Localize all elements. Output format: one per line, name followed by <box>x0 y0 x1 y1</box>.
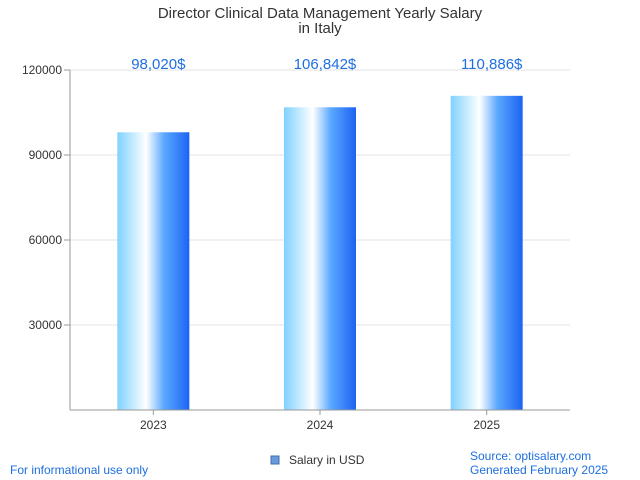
y-tick-label: 60000 <box>29 233 63 247</box>
value-label-2024: 106,842$ <box>294 56 357 73</box>
value-label-2023: 98,020$ <box>131 56 186 73</box>
labels: 30000 60000 90000 120000 2023 98,020$ 2024 106,… <box>22 56 523 432</box>
chart-title-line-2: in Italy <box>298 20 342 37</box>
x-tick-label-2024: 2024 <box>307 418 334 432</box>
value-label-2025: 110,886$ <box>461 56 523 73</box>
bars <box>117 95 523 410</box>
bar-2024 <box>284 107 356 410</box>
chart-title-line-1: Director Clinical Data Management Yearly… <box>158 5 483 22</box>
bar-2025 <box>450 95 523 410</box>
y-tick-label: 120000 <box>22 63 62 77</box>
x-tick-label-2025: 2025 <box>473 418 500 432</box>
y-tick-label: 30000 <box>29 318 63 332</box>
legend: Salary in USD <box>270 453 365 467</box>
legend-label: Salary in USD <box>289 453 365 467</box>
bar-2023 <box>117 132 190 410</box>
source-text: Source: optisalary.com <box>470 449 591 463</box>
legend-swatch <box>270 455 280 465</box>
disclaimer-text: For informational use only <box>10 463 148 477</box>
generated-date-text: Generated February 2025 <box>470 463 608 477</box>
axes <box>69 70 570 411</box>
y-tick-label: 90000 <box>29 148 63 162</box>
x-tick-label-2023: 2023 <box>140 418 167 432</box>
